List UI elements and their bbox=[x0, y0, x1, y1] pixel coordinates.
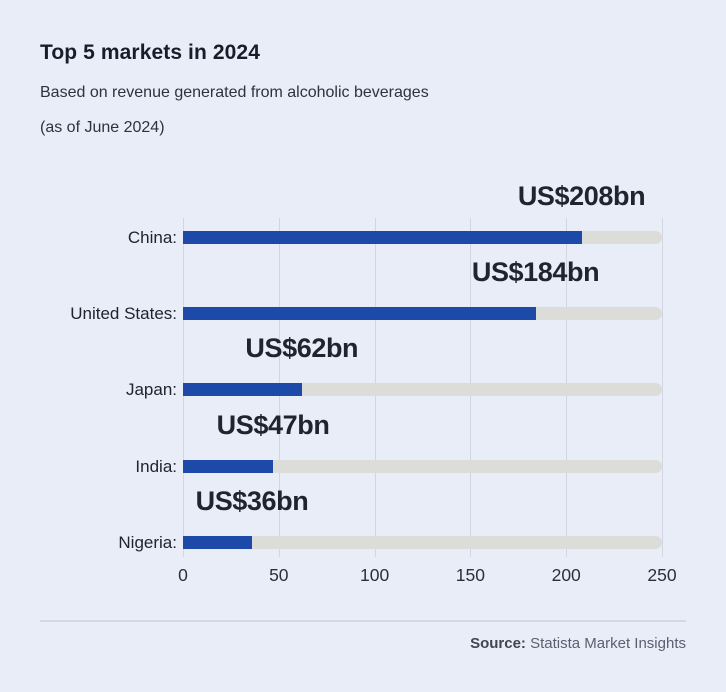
bar-track bbox=[183, 231, 662, 244]
bar-track bbox=[183, 460, 662, 473]
page-title: Top 5 markets in 2024 bbox=[40, 41, 260, 64]
value-label: US$184bn bbox=[471, 257, 600, 287]
category-label: Nigeria: bbox=[118, 533, 177, 552]
axis-tick-label: 200 bbox=[551, 565, 581, 585]
bar-chart: 0 50 100 150 200 250 US$208bn China: US$184bn Uni… bbox=[0, 180, 726, 595]
axis-tick-label: 250 bbox=[647, 565, 677, 585]
category-label: China: bbox=[127, 228, 177, 247]
bar-row: US$47bn India: bbox=[0, 409, 726, 485]
axis-tick-label: 100 bbox=[359, 565, 390, 585]
value-label: US$62bn bbox=[245, 333, 359, 363]
bar-fill bbox=[183, 231, 582, 244]
bar-row: US$208bn China: bbox=[0, 180, 726, 256]
bar-fill bbox=[183, 383, 302, 396]
value-label: US$47bn bbox=[216, 410, 330, 440]
source-text: Statista Market Insights bbox=[525, 635, 686, 652]
value-label: US$208bn bbox=[517, 181, 646, 211]
footer-divider bbox=[40, 620, 686, 622]
gridline bbox=[662, 218, 663, 557]
category-label: United States: bbox=[70, 304, 177, 323]
bar-row: US$184bn United States: bbox=[0, 256, 726, 332]
footer: Source: Statista Market Insights bbox=[40, 620, 686, 654]
category-label: India: bbox=[135, 457, 177, 476]
bar-fill bbox=[183, 307, 536, 320]
axis-tick-label: 50 bbox=[269, 565, 289, 585]
bar-track bbox=[183, 536, 662, 549]
source-line: Source: Statista Market Insights bbox=[40, 634, 686, 654]
axis-tick-label: 150 bbox=[455, 565, 485, 585]
category-label: Japan: bbox=[125, 380, 177, 399]
bar-track bbox=[183, 307, 662, 320]
bar-row: US$36bn Nigeria: bbox=[0, 485, 726, 561]
chart-subtitle-line1: Based on revenue generated from alcoholi… bbox=[40, 84, 429, 101]
value-label: US$36bn bbox=[195, 486, 309, 516]
header: Top 5 markets in 2024 Based on revenue g… bbox=[0, 0, 726, 139]
bar-fill bbox=[183, 460, 274, 473]
bar-fill bbox=[183, 536, 252, 549]
axis-tick-label: 0 bbox=[178, 565, 188, 585]
bar-track bbox=[183, 383, 662, 396]
source-label: Source: bbox=[470, 635, 526, 652]
chart-subtitle-line2: (as of June 2024) bbox=[40, 119, 165, 136]
bar-row: US$62bn Japan: bbox=[0, 332, 726, 408]
